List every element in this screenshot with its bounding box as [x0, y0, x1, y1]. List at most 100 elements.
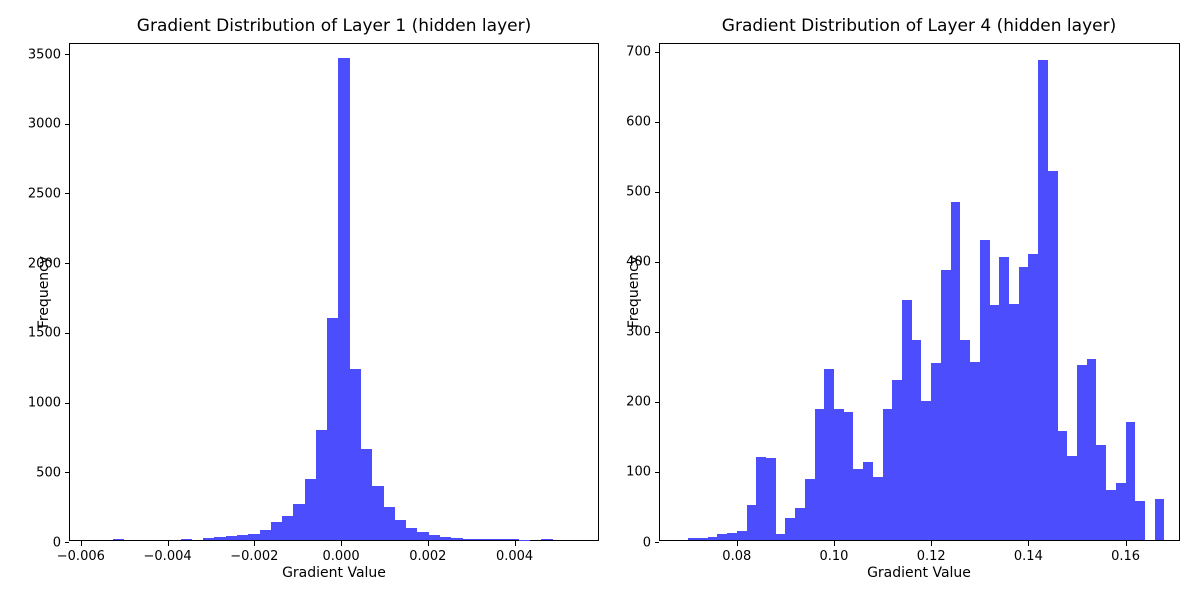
histogram-bar	[1067, 455, 1077, 540]
histogram-bar	[112, 538, 125, 540]
y-tick-mark	[65, 332, 69, 334]
y-tick-label: 2500	[27, 186, 61, 202]
x-tick-label: 0.10	[819, 549, 849, 564]
histogram-bar	[1125, 421, 1136, 540]
x-tick-label: 0.002	[409, 549, 447, 564]
histogram-bar	[383, 507, 395, 540]
histogram-bar	[688, 537, 698, 540]
histogram-bar	[473, 538, 486, 540]
y-tick-mark	[65, 263, 69, 265]
histogram-bar	[921, 401, 932, 540]
x-axis-label-layer4: Gradient Value	[867, 565, 971, 581]
x-tick-label: −0.006	[56, 549, 105, 564]
x-tick-mark	[341, 541, 343, 546]
histogram-bar	[911, 339, 922, 540]
y-tick-label: 600	[626, 114, 651, 130]
histogram-bar	[736, 530, 747, 540]
histogram-bar	[863, 461, 873, 540]
x-tick-label: 0.000	[322, 549, 360, 564]
histogram-bar	[225, 536, 237, 540]
x-tick-label: −0.002	[230, 549, 279, 564]
histogram-bar	[541, 539, 553, 540]
histogram-bar	[1008, 303, 1019, 540]
histogram-bar	[214, 537, 226, 540]
y-tick-label: 1000	[27, 395, 61, 411]
y-tick-label: 0	[642, 535, 651, 550]
y-tick-mark	[65, 123, 69, 125]
histogram-bar	[293, 504, 305, 540]
histogram-bar	[765, 458, 776, 540]
y-tick-mark	[65, 193, 69, 195]
histogram-bar	[775, 534, 786, 540]
histogram-bar	[1096, 445, 1107, 540]
y-tick-mark	[655, 331, 659, 333]
histogram-bar	[824, 369, 834, 540]
plot-frame-layer1: −0.006 −0.004 −0.002 0.000 0.002 0.004 0 500 100…	[28, 43, 599, 564]
histogram-bar	[1076, 364, 1087, 540]
histogram-bar	[451, 538, 463, 540]
histogram-bar	[979, 239, 990, 540]
histogram-bar	[1086, 359, 1097, 540]
x-tick-mark	[514, 541, 516, 546]
x-tick-mark	[1125, 541, 1127, 546]
histogram-bar	[1038, 59, 1048, 540]
histogram-bar	[428, 534, 440, 540]
histogram-bar	[282, 515, 294, 540]
histogram-bar	[940, 270, 951, 540]
histogram-bar	[1135, 501, 1146, 540]
histogram-bar	[361, 449, 373, 540]
histogram-bar	[270, 522, 283, 540]
x-tick-label: 0.08	[722, 549, 752, 564]
y-tick-label: 400	[626, 254, 651, 270]
histogram-bar	[349, 368, 362, 540]
histogram-bar	[727, 533, 737, 540]
histogram-bar	[462, 538, 474, 540]
histogram-bar	[180, 539, 192, 540]
y-tick-mark	[655, 471, 659, 473]
histogram-bar	[902, 299, 912, 540]
x-tick-mark	[833, 541, 835, 546]
histogram-bar	[417, 531, 429, 540]
x-tick-label: 0.12	[916, 549, 946, 564]
histogram-bar	[394, 520, 407, 540]
histogram-bar	[259, 529, 271, 540]
x-tick-label: 0.16	[1111, 549, 1141, 564]
histogram-bar	[707, 537, 718, 540]
histogram-bar	[785, 518, 796, 540]
histogram-bar	[372, 485, 384, 540]
y-tick-label: 200	[626, 394, 651, 410]
y-tick-mark	[655, 121, 659, 123]
histogram-bar	[203, 538, 215, 540]
y-tick-label: 100	[626, 464, 651, 480]
histogram-bar	[999, 257, 1009, 540]
histogram-bar	[872, 476, 883, 540]
histogram-bar	[507, 539, 519, 540]
histogram-bar	[1018, 266, 1029, 540]
y-tick-label: 300	[626, 324, 651, 340]
histogram-bar	[315, 429, 328, 540]
histogram-bar	[248, 534, 260, 540]
x-axis-label-layer1: Gradient Value	[282, 565, 386, 581]
y-tick-mark	[65, 542, 69, 543]
histogram-bar	[327, 318, 339, 540]
x-tick-label: −0.004	[143, 549, 192, 564]
x-tick-mark	[167, 541, 169, 546]
histogram-bar	[882, 409, 893, 540]
histogram-bar	[1028, 254, 1039, 540]
histogram-bar	[1106, 489, 1116, 540]
y-tick-label: 500	[626, 184, 651, 200]
y-tick-label: 700	[626, 44, 651, 60]
histogram-bar	[746, 504, 757, 540]
y-tick-label: 0	[52, 535, 61, 550]
x-tick-label: 0.14	[1013, 549, 1043, 564]
histogram-bar	[406, 527, 418, 540]
histogram-bar	[236, 534, 249, 540]
chart-title-layer4: Gradient Distribution of Layer 4 (hidden…	[721, 16, 1117, 36]
x-tick-mark	[1028, 541, 1030, 546]
y-tick-mark	[655, 51, 659, 53]
plot-frame-layer4: 0.08 0.10 0.12 0.14 0.16 0 100 200 300 400 500 600 7…	[626, 43, 1180, 564]
histogram-bar	[970, 362, 980, 540]
x-tick-label: 0.004	[495, 549, 534, 564]
y-tick-mark	[65, 54, 69, 56]
